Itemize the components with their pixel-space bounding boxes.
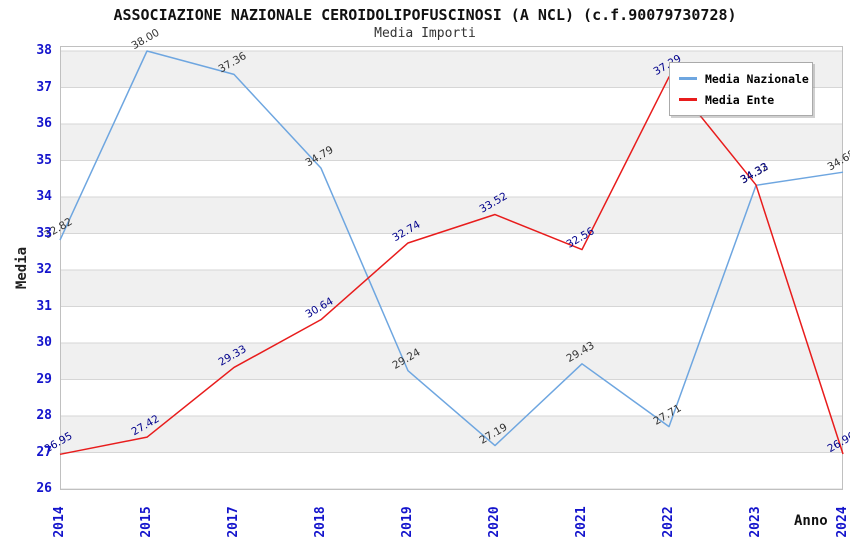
x-tick-label: 2015 <box>139 506 154 538</box>
plot-stripe <box>60 270 843 307</box>
x-axis-title: Anno <box>794 513 828 529</box>
chart-subtitle: Media Importi <box>374 26 476 41</box>
y-tick-label: 32 <box>36 262 52 277</box>
y-tick-label: 30 <box>36 335 52 350</box>
y-tick-label: 36 <box>36 116 52 131</box>
y-tick-label: 29 <box>36 371 52 387</box>
chart-title: ASSOCIAZIONE NAZIONALE CEROIDOLIPOFUSCIN… <box>113 6 737 24</box>
y-tick-label: 31 <box>36 298 52 314</box>
y-tick-label: 26 <box>36 481 52 496</box>
legend: Media Nazionale Media Ente <box>669 62 813 116</box>
y-tick-label: 37 <box>36 79 52 95</box>
legend-swatch-icon <box>679 77 697 80</box>
plot-stripe <box>60 416 843 453</box>
legend-label: Media Nazionale <box>705 71 809 86</box>
y-tick-label: 33 <box>36 225 52 241</box>
y-tick-label: 27 <box>36 444 52 460</box>
series-line <box>59 50 844 447</box>
x-tick-label: 2017 <box>226 506 241 538</box>
x-tick-label: 2022 <box>661 506 676 538</box>
y-tick-label: 35 <box>36 152 52 168</box>
legend-item: Media Ente <box>679 89 812 110</box>
x-tick-label: 2014 <box>52 506 67 538</box>
y-tick-label: 28 <box>36 408 52 423</box>
y-tick-label: 38 <box>36 43 52 58</box>
y-tick-label: 34 <box>36 189 52 204</box>
x-tick-label: 2023 <box>748 506 763 538</box>
x-tick-label: 2020 <box>487 506 502 538</box>
plot-stripe <box>60 197 843 234</box>
legend-swatch-icon <box>679 98 697 101</box>
legend-label: Media Ente <box>705 92 775 107</box>
point-label: 38.00 <box>129 27 161 52</box>
legend-item: Media Nazionale <box>679 68 812 89</box>
x-tick-label: 2019 <box>400 506 415 538</box>
series-line <box>59 76 844 456</box>
x-tick-label: 2024 <box>835 506 850 538</box>
plot-border <box>60 46 843 490</box>
plot-stripe <box>60 124 843 161</box>
x-tick-label: 2018 <box>313 506 328 538</box>
plot-stripe <box>60 343 843 380</box>
x-tick-label: 2021 <box>574 506 589 538</box>
